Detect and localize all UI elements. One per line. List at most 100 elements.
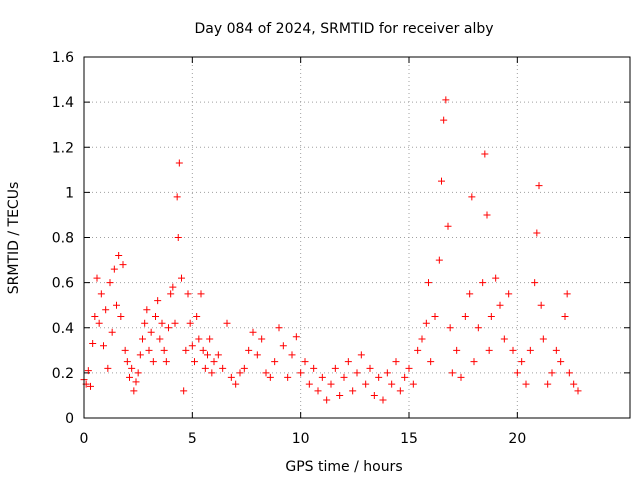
data-point (87, 382, 94, 390)
data-point (102, 306, 110, 314)
data-point (197, 290, 205, 298)
data-point (154, 297, 162, 305)
data-point (141, 319, 149, 327)
data-point (119, 261, 127, 269)
data-point (156, 335, 164, 343)
data-point (245, 346, 253, 354)
y-tick-label: 0.2 (52, 366, 74, 382)
data-point (448, 369, 456, 377)
data-point (336, 391, 344, 399)
data-point (134, 369, 142, 377)
data-point (440, 116, 448, 124)
data-point (91, 312, 99, 320)
data-point (457, 373, 465, 381)
data-point (518, 358, 526, 366)
data-point (344, 358, 352, 366)
data-point (292, 333, 300, 341)
data-point (422, 319, 430, 327)
data-point (110, 265, 118, 273)
data-point (438, 177, 445, 185)
data-point (552, 346, 560, 354)
data-point (505, 290, 513, 298)
data-point (366, 364, 374, 372)
data-point (537, 301, 545, 309)
data-point (97, 290, 105, 298)
data-point (362, 380, 370, 388)
data-point (227, 373, 235, 381)
data-point (444, 222, 452, 230)
data-point (414, 346, 422, 354)
data-point (199, 346, 207, 354)
data-point (139, 335, 146, 343)
data-point (442, 96, 450, 104)
data-point (284, 373, 292, 381)
chart-title: Day 084 of 2024, SRMTID for receiver alb… (194, 21, 493, 37)
data-point (318, 373, 326, 381)
y-tick-label: 0.6 (52, 276, 74, 292)
data-point (165, 324, 172, 332)
x-tick-label: 20 (508, 431, 526, 447)
data-point (522, 380, 530, 388)
y-tick-label: 1.2 (52, 140, 74, 156)
y-tick-label: 0.4 (52, 321, 74, 337)
data-point (236, 369, 244, 377)
data-point (323, 396, 331, 404)
data-point (453, 346, 461, 354)
data-point (106, 279, 114, 287)
data-point (174, 234, 182, 241)
data-point (223, 319, 231, 327)
data-point (481, 150, 489, 158)
data-point (130, 387, 138, 395)
data-point (108, 328, 116, 336)
data-point (186, 319, 194, 327)
data-point (370, 391, 378, 399)
data-point (93, 274, 101, 282)
y-tick-label: 1 (65, 185, 74, 201)
data-point (357, 351, 365, 359)
y-tick-label: 1.6 (52, 50, 74, 66)
data-point (253, 351, 261, 359)
data-point (565, 369, 573, 377)
data-point (188, 342, 196, 350)
data-point (249, 328, 257, 336)
data-point (305, 380, 313, 388)
data-point (570, 380, 578, 388)
data-point (468, 193, 476, 201)
data-point (314, 387, 322, 395)
data-point (388, 380, 396, 388)
data-point (375, 373, 383, 381)
data-point (405, 364, 413, 372)
data-point (548, 369, 556, 377)
data-point (396, 387, 404, 395)
data-point (201, 364, 209, 372)
data-point (126, 373, 133, 381)
x-tick-label: 15 (400, 431, 418, 447)
data-point (145, 346, 153, 354)
data-point (258, 335, 266, 343)
data-point (470, 358, 478, 366)
data-point (121, 346, 129, 354)
data-point (310, 364, 318, 372)
data-point (485, 346, 493, 354)
data-point (563, 290, 571, 298)
y-tick-label: 0 (65, 411, 74, 427)
data-point (483, 211, 491, 219)
data-point (162, 358, 170, 366)
data-point (496, 301, 504, 309)
data-point (115, 252, 123, 260)
data-point (240, 364, 248, 372)
data-point (100, 342, 107, 350)
data-point (184, 290, 192, 298)
data-point (143, 306, 151, 314)
data-point (544, 380, 552, 388)
data-points (80, 96, 582, 404)
data-point (182, 346, 190, 354)
data-point (301, 358, 309, 366)
data-point (113, 301, 120, 309)
data-point (557, 358, 565, 366)
data-point (331, 364, 339, 372)
data-point (526, 346, 534, 354)
data-point (479, 279, 487, 287)
data-point (288, 351, 296, 359)
